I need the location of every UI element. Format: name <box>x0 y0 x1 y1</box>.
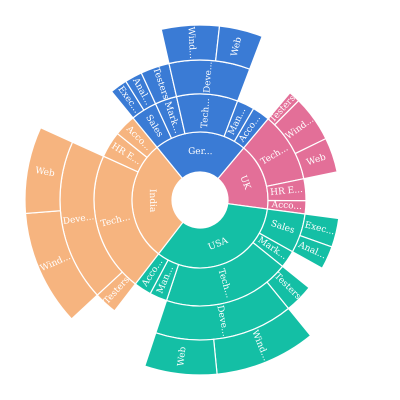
segment-germany-accounts[interactable] <box>233 107 269 149</box>
label-germany-tech-developers-web-developers: Web <box>230 36 244 58</box>
label-usa-tech-developers-web-developers: Web <box>176 346 188 367</box>
label-india-tech-developers: Deve... <box>62 212 95 227</box>
label-germany-tech-developers-windows-developers: Wind... <box>185 26 197 59</box>
label-india: India <box>147 189 157 213</box>
label-india-tech-developers-web-developers: Web <box>34 166 55 179</box>
label-germany: Ger... <box>188 147 213 157</box>
segment-germany-tech-developers-web-developers[interactable] <box>214 25 263 70</box>
label-uk: UK <box>238 174 253 191</box>
label-uk-hr-executives: HR E... <box>270 185 304 198</box>
label-germany-tech-developers: Deve... <box>202 61 214 93</box>
label-germany-tech: Tech... <box>200 98 212 129</box>
segment-india-tech-developers-web-developers[interactable] <box>24 126 74 215</box>
label-uk-accounts: Acco... <box>270 200 302 212</box>
segment-usa-tech-developers-web-developers[interactable] <box>144 332 218 376</box>
